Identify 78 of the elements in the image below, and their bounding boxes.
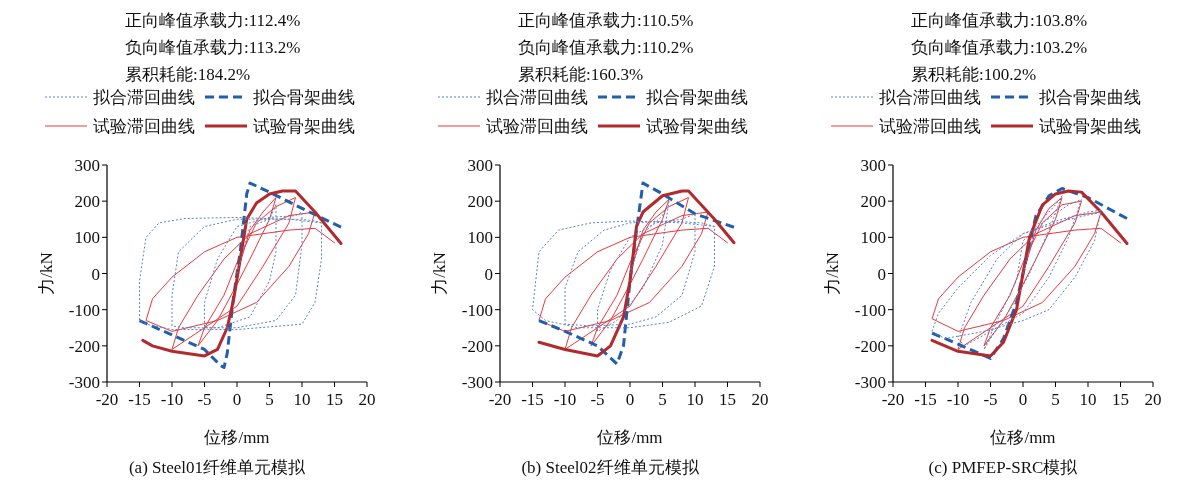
x-tick-label: -5 [983,390,998,409]
y-tick-label: 100 [860,228,886,248]
y-tick-label: -100 [854,300,886,320]
legend-label: 试验骨架曲线 [646,117,748,136]
x-tick-label: -10 [160,390,184,409]
x-tick-label: -10 [946,390,970,409]
y-tick-label: -200 [854,336,886,356]
text: 正向峰值承载力:103.8% [911,11,1088,30]
x-tick-label: 10 [293,390,311,409]
legend-label: 拟合滞回曲线 [879,88,981,107]
x-tick-label: 20 [751,390,769,409]
x-tick-label: -10 [553,390,577,409]
y-tick-label: 100 [467,228,493,248]
x-axis-title: 位移/mm [990,428,1056,447]
x-tick-label: -15 [521,390,544,409]
y-axis-title: 力/kN [430,252,449,295]
x-axis-title: 位移/mm [204,428,270,447]
y-tick-label: 300 [860,156,886,175]
y-tick-label: -300 [461,373,493,392]
y-tick-label: 300 [74,156,100,175]
x-tick-label: -20 [881,390,905,409]
x-tick-label: 15 [326,390,343,409]
y-tick-label: -100 [461,300,493,320]
legend-label: 拟合滞回曲线 [93,88,195,107]
y-tick-label: -200 [461,336,493,356]
text: (b) Steel02纤维单元模拟 [521,458,700,477]
text: 累积耗能:184.2% [125,65,251,84]
legend-label: 试验滞回曲线 [486,117,588,136]
legend-label: 拟合骨架曲线 [646,88,748,107]
text: 负向峰值承载力:113.2% [125,38,301,57]
text: 正向峰值承载力:110.5% [518,11,694,30]
x-tick-label: 15 [1112,390,1129,409]
text: (a) Steel01纤维单元模拟 [128,458,307,477]
x-tick-label: -20 [488,390,512,409]
x-tick-label: 5 [1051,390,1060,409]
y-tick-label: -300 [854,373,886,392]
x-tick-label: 0 [1018,390,1028,409]
legend-label: 试验滞回曲线 [879,117,981,136]
x-tick-label: 5 [265,390,274,409]
text: 正向峰值承载力:112.4% [125,11,301,30]
x-tick-label: -15 [914,390,937,409]
x-axis-title: 位移/mm [597,428,663,447]
text: 负向峰值承载力:103.2% [911,38,1088,57]
legend-label: 试验骨架曲线 [253,117,355,136]
x-tick-label: 20 [1144,390,1162,409]
x-tick-label: 5 [658,390,667,409]
y-axis-title: 力/kN [37,252,56,295]
y-axis-title: 力/kN [823,252,842,295]
legend-label: 试验滞回曲线 [93,117,195,136]
y-tick-label: 300 [467,156,493,175]
x-tick-label: -15 [128,390,151,409]
y-tick-label: -200 [68,336,100,356]
y-tick-label: 100 [74,228,100,248]
y-tick-label: 200 [74,192,100,212]
y-tick-label: 200 [467,192,493,212]
y-tick-label: 0 [484,264,493,284]
x-tick-label: -5 [197,390,212,409]
x-tick-label: 10 [1079,390,1097,409]
text: 累积耗能:160.3% [518,65,644,84]
text: (c) PMFEP-SRC模拟 [928,458,1079,477]
text: 累积耗能:100.2% [911,65,1037,84]
x-tick-label: 0 [625,390,635,409]
x-tick-label: 10 [686,390,704,409]
legend-label: 拟合骨架曲线 [253,88,355,107]
y-tick-label: 0 [91,264,100,284]
y-tick-label: 0 [877,264,886,284]
text: 负向峰值承载力:110.2% [518,38,694,57]
x-tick-label: 0 [232,390,242,409]
legend-label: 拟合滞回曲线 [486,88,588,107]
legend-label: 拟合骨架曲线 [1039,88,1141,107]
y-tick-label: 200 [860,192,886,212]
y-tick-label: -100 [68,300,100,320]
y-tick-label: -300 [68,373,100,392]
x-tick-label: -5 [590,390,605,409]
x-tick-label: 15 [719,390,736,409]
x-tick-label: 20 [358,390,376,409]
x-tick-label: -20 [95,390,119,409]
legend-label: 试验骨架曲线 [1039,117,1141,136]
